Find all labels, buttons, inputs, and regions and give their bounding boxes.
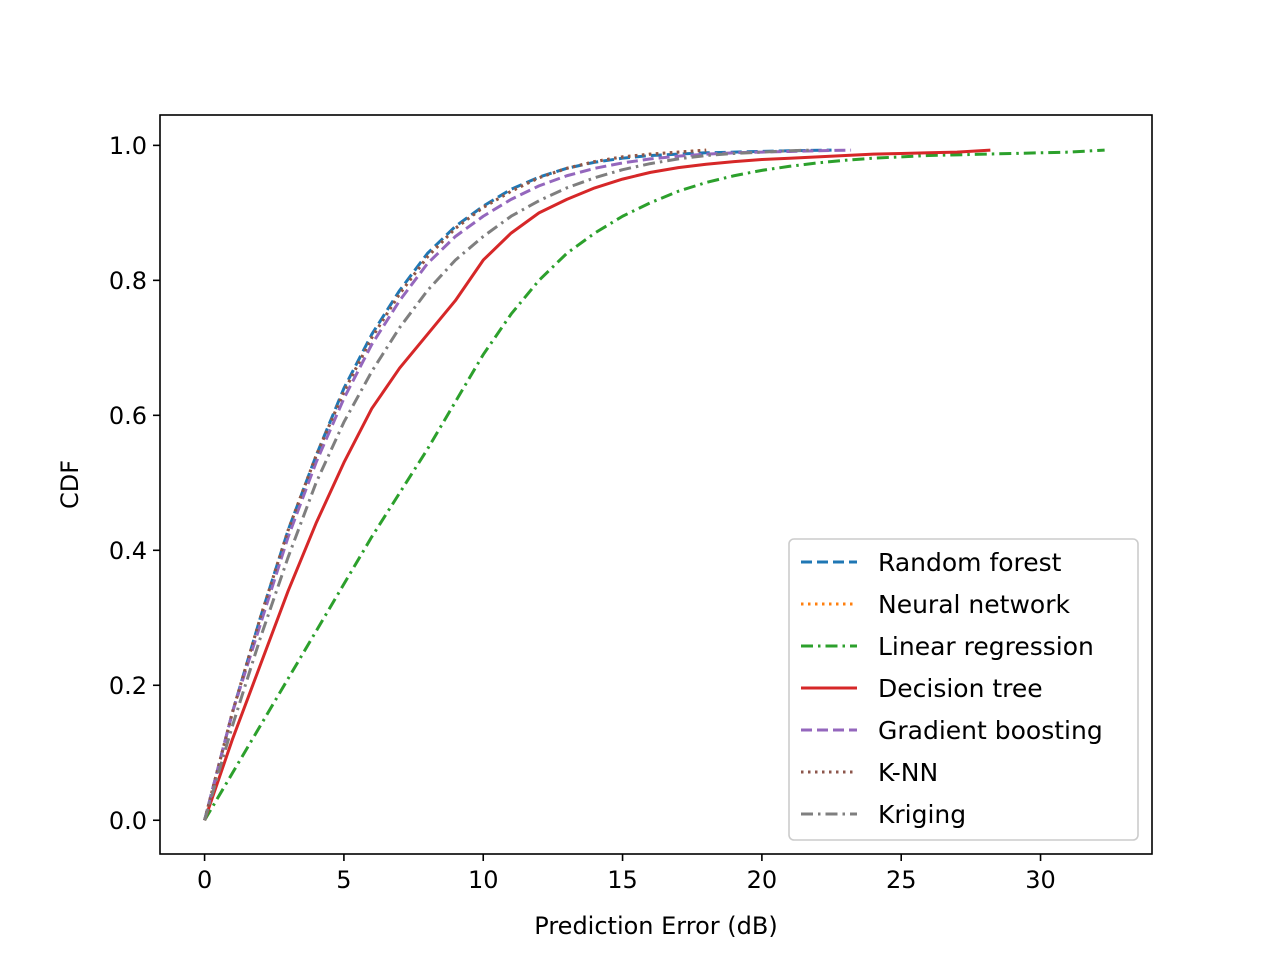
legend-label: Kriging [878, 800, 966, 829]
series-line-kriging [203, 148, 813, 821]
x-tick-label: 25 [886, 866, 917, 894]
legend-label: Neural network [878, 590, 1070, 619]
x-tick-label: 5 [336, 866, 351, 894]
x-tick-label: 30 [1025, 866, 1056, 894]
plot-frame [159, 114, 1153, 855]
x-tick-label: 0 [197, 866, 212, 894]
y-tick-label: 1.0 [109, 132, 147, 160]
legend: Random forest Neural network Linear regres… [788, 538, 1139, 841]
series-layer [203, 148, 1105, 822]
y-axis-label: CDF [56, 460, 84, 509]
x-tick-label: 15 [607, 866, 638, 894]
x-tick-label: 20 [747, 866, 778, 894]
x-axis-label: Prediction Error (dB) [534, 912, 777, 940]
y-tick-label: 0.6 [109, 402, 147, 430]
legend-label: Random forest [878, 548, 1062, 577]
legend-box [788, 538, 1139, 841]
legend-label: Gradient boosting [878, 716, 1103, 745]
y-tick-label: 0.0 [109, 807, 147, 835]
series-line-decision-tree [203, 148, 991, 821]
series-line-gradient-boosting [203, 148, 852, 821]
x-axis-ticks: 0 5 10 15 20 25 30 [197, 854, 1056, 894]
legend-label: K-NN [878, 758, 938, 787]
y-tick-label: 0.8 [109, 267, 147, 295]
y-axis-ticks: 0.0 0.2 0.4 0.6 0.8 1.0 [109, 132, 160, 835]
y-tick-label: 0.2 [109, 672, 147, 700]
x-tick-label: 10 [468, 866, 499, 894]
legend-label: Decision tree [878, 674, 1043, 703]
series-line-k-nn [203, 148, 707, 821]
legend-label: Linear regression [878, 632, 1094, 661]
y-tick-label: 0.4 [109, 537, 147, 565]
